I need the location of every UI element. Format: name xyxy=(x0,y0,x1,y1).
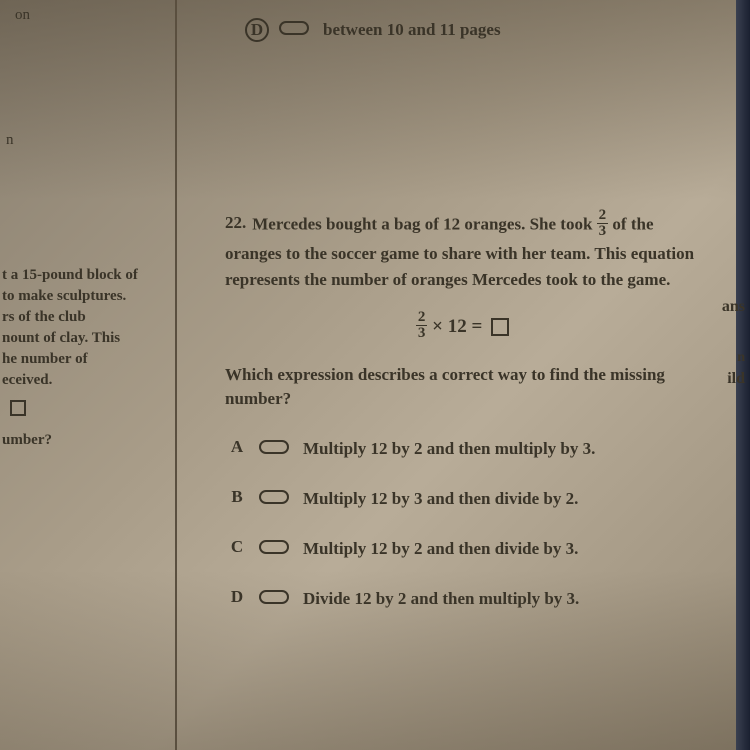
left-fragment-mid: t a 15-pound block of to make sculptures… xyxy=(2,265,167,391)
answer-bubble[interactable] xyxy=(259,440,289,454)
question-body: 22. Mercedes bought a bag of 12 oranges.… xyxy=(225,210,700,294)
q-body-pre: Mercedes bought a bag of 12 oranges. She… xyxy=(252,214,596,233)
left-line: he number of xyxy=(2,349,167,370)
answer-box xyxy=(491,318,509,336)
left-fragment-on: on xyxy=(15,5,30,26)
option-text: Multiply 12 by 2 and then multiply by 3. xyxy=(303,437,595,461)
frac-denominator: 3 xyxy=(597,224,609,239)
answer-bubble[interactable] xyxy=(279,21,309,35)
option-c: C Multiply 12 by 2 and then divide by 3. xyxy=(225,537,700,561)
sub-question: Which expression describes a correct way… xyxy=(225,363,700,412)
option-letter: C xyxy=(225,537,249,557)
option-letter: B xyxy=(225,487,249,507)
right-edge-fragment-ild: ild xyxy=(727,370,745,388)
answer-bubble[interactable] xyxy=(259,590,289,604)
left-fragment-umber: umber? xyxy=(2,430,52,451)
eq-frac-den: 3 xyxy=(416,326,428,341)
left-fragment-n: n xyxy=(6,130,14,151)
answer-bubble[interactable] xyxy=(259,490,289,504)
option-text: Multiply 12 by 3 and then divide by 2. xyxy=(303,487,578,511)
worksheet-page: on n t a 15-pound block of to make sculp… xyxy=(0,0,750,750)
right-column: D between 10 and 11 pages 22. Mercedes b… xyxy=(195,0,710,750)
left-line: rs of the club xyxy=(2,307,167,328)
option-text: Divide 12 by 2 and then multiply by 3. xyxy=(303,587,579,611)
option-b: B Multiply 12 by 3 and then divide by 2. xyxy=(225,487,700,511)
eq-fraction: 23 xyxy=(416,310,428,341)
left-answer-box xyxy=(10,400,26,416)
option-d: D Divide 12 by 2 and then multiply by 3. xyxy=(225,587,700,611)
option-a: A Multiply 12 by 2 and then multiply by … xyxy=(225,437,700,461)
option-text: between 10 and 11 pages xyxy=(323,18,501,42)
right-edge-fragment-ans: ans xyxy=(722,298,745,316)
answer-bubble[interactable] xyxy=(259,540,289,554)
option-letter: D xyxy=(225,587,249,607)
option-letter-d: D xyxy=(245,18,269,42)
eq-text: × 12 = xyxy=(427,316,487,337)
prev-question-option-d: D between 10 and 11 pages xyxy=(245,18,501,42)
question-22-options: A Multiply 12 by 2 and then multiply by … xyxy=(225,437,700,611)
left-line: t a 15-pound block of xyxy=(2,265,167,286)
column-divider xyxy=(175,0,177,750)
left-line: nount of clay. This xyxy=(2,328,167,349)
frac-numerator: 2 xyxy=(597,208,609,224)
equation: 23 × 12 = xyxy=(225,312,700,343)
eq-frac-num: 2 xyxy=(416,310,428,326)
fraction-2-3: 23 xyxy=(597,208,609,239)
option-text: Multiply 12 by 2 and then divide by 3. xyxy=(303,537,578,561)
left-line: to make sculptures. xyxy=(2,286,167,307)
right-edge-fragment-n: n xyxy=(737,350,745,366)
left-column: on n t a 15-pound block of to make sculp… xyxy=(0,0,170,750)
question-22: 22. Mercedes bought a bag of 12 oranges.… xyxy=(225,210,700,637)
option-letter: A xyxy=(225,437,249,457)
left-line: eceived. xyxy=(2,370,167,391)
question-number: 22. xyxy=(225,210,246,236)
